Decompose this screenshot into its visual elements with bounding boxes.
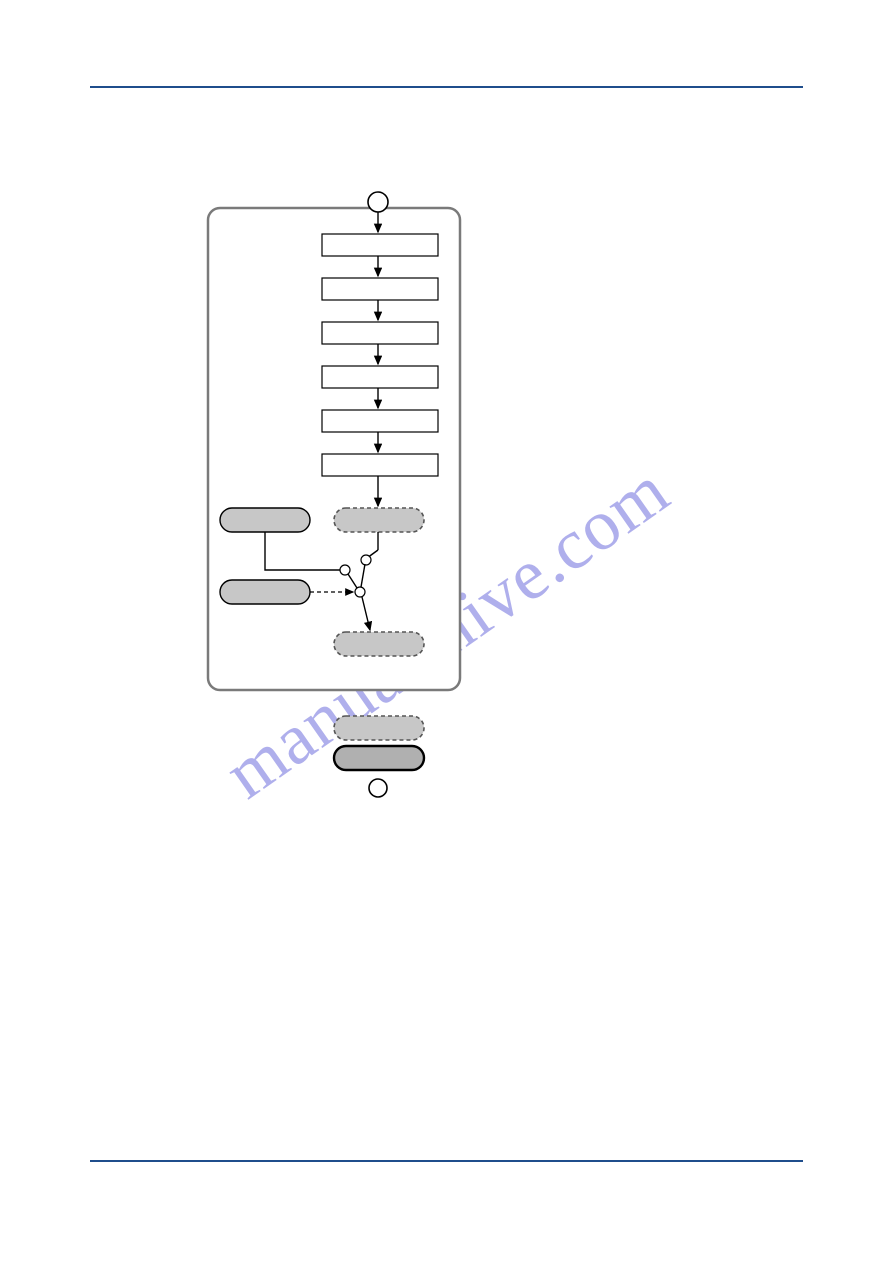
end-node <box>369 779 387 797</box>
pill-below-solid <box>334 746 424 770</box>
process-box <box>322 454 438 476</box>
pill-center-upper <box>334 508 424 532</box>
process-box <box>322 278 438 300</box>
process-box <box>322 366 438 388</box>
pill-left-lower <box>220 580 310 604</box>
process-box <box>322 410 438 432</box>
start-node <box>368 192 388 212</box>
process-box <box>322 234 438 256</box>
junction-node <box>361 555 371 565</box>
pill-left-upper <box>220 508 310 532</box>
process-box <box>322 322 438 344</box>
flowchart <box>200 190 470 800</box>
bottom-rule <box>90 1160 803 1162</box>
junction-node <box>355 587 365 597</box>
junction-node <box>340 565 350 575</box>
pill-center-lower <box>334 632 424 656</box>
top-rule <box>90 86 803 88</box>
pill-below-dashed <box>334 716 424 740</box>
